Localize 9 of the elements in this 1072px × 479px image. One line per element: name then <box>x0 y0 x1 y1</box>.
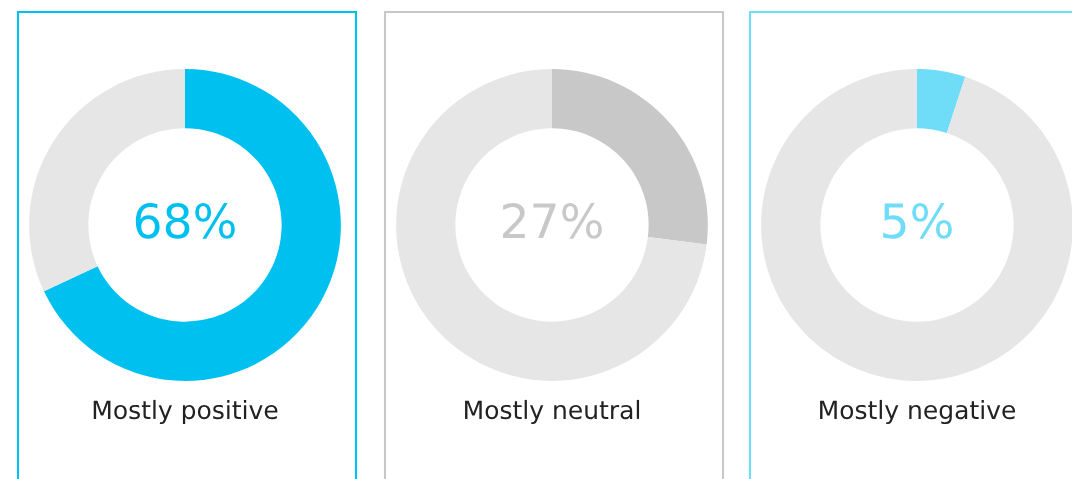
donut-slice <box>761 69 1072 381</box>
text: Mostly positive <box>93 399 278 425</box>
donut-slice <box>396 69 707 381</box>
data-label: 68% <box>135 202 235 239</box>
donut-slice <box>43 69 341 381</box>
donut-slice <box>917 69 966 134</box>
data-label: 5% <box>883 202 952 239</box>
text: Mostly neutral <box>465 399 640 425</box>
text: Mostly negative <box>820 399 1016 425</box>
